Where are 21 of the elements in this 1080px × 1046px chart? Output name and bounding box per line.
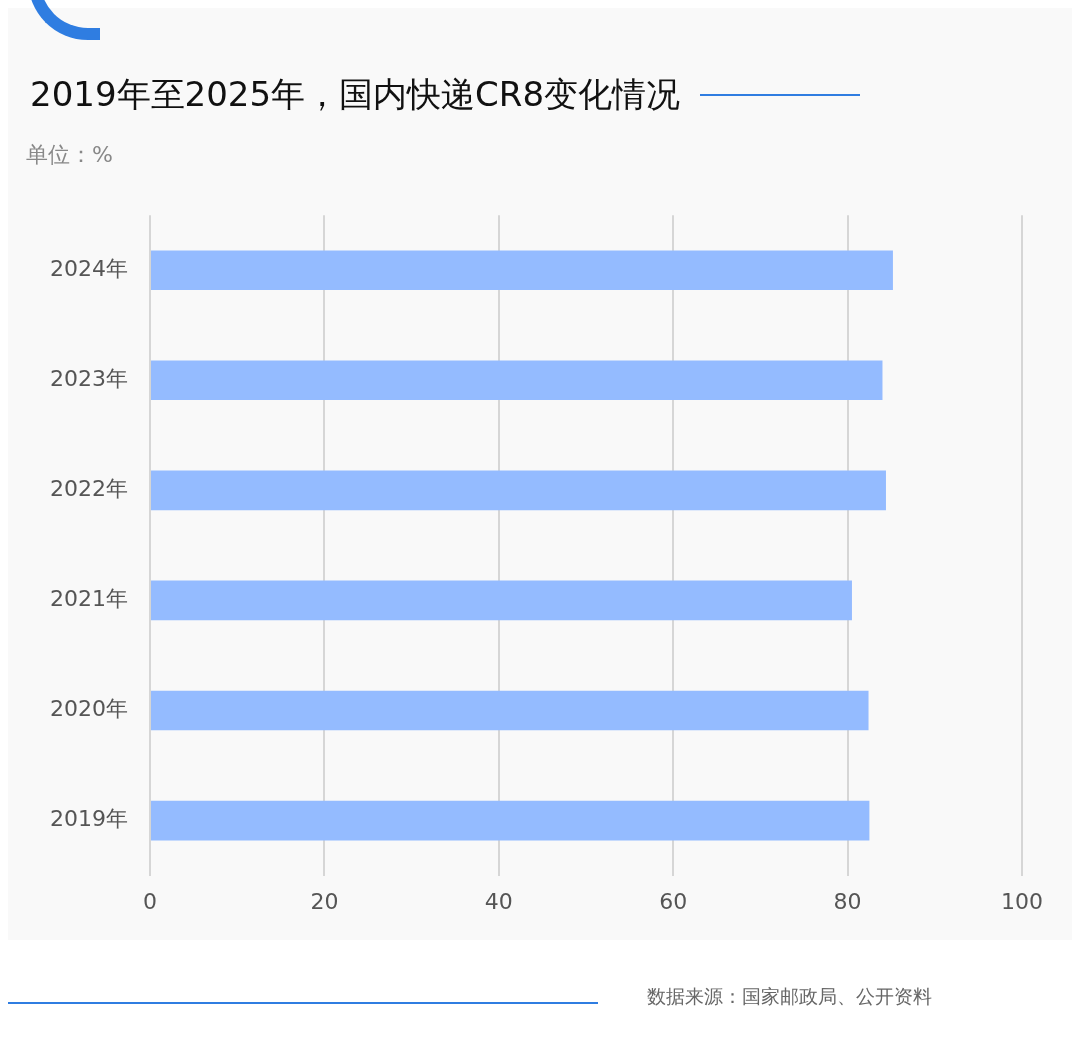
y-tick-label: 2023年: [49, 366, 128, 392]
y-tick-label: 2024年: [49, 255, 128, 281]
y-tick-label: 2019年: [49, 806, 128, 832]
bar: [150, 250, 893, 291]
bar: [150, 800, 870, 841]
chart-subtitle: 单位：%: [25, 141, 114, 169]
bar: [150, 360, 883, 401]
bar: [150, 470, 886, 511]
bar: [150, 690, 869, 731]
source-note: 数据来源：国家邮政局、公开资料: [647, 984, 932, 1009]
x-tick-label: 100: [1001, 888, 1043, 914]
y-tick-label: 2022年: [49, 476, 128, 502]
chart-title: 2019年至2025年，国内快递CR8变化情况: [30, 73, 681, 116]
x-tick-label: 80: [833, 888, 862, 914]
y-tick-label: 2020年: [49, 696, 128, 722]
y-tick-label: 2021年: [49, 586, 128, 612]
x-tick-label: 60: [659, 888, 688, 914]
x-tick-label: 0: [142, 888, 157, 914]
x-tick-label: 20: [310, 888, 339, 914]
bar: [150, 580, 852, 621]
x-tick-label: 40: [484, 888, 513, 914]
